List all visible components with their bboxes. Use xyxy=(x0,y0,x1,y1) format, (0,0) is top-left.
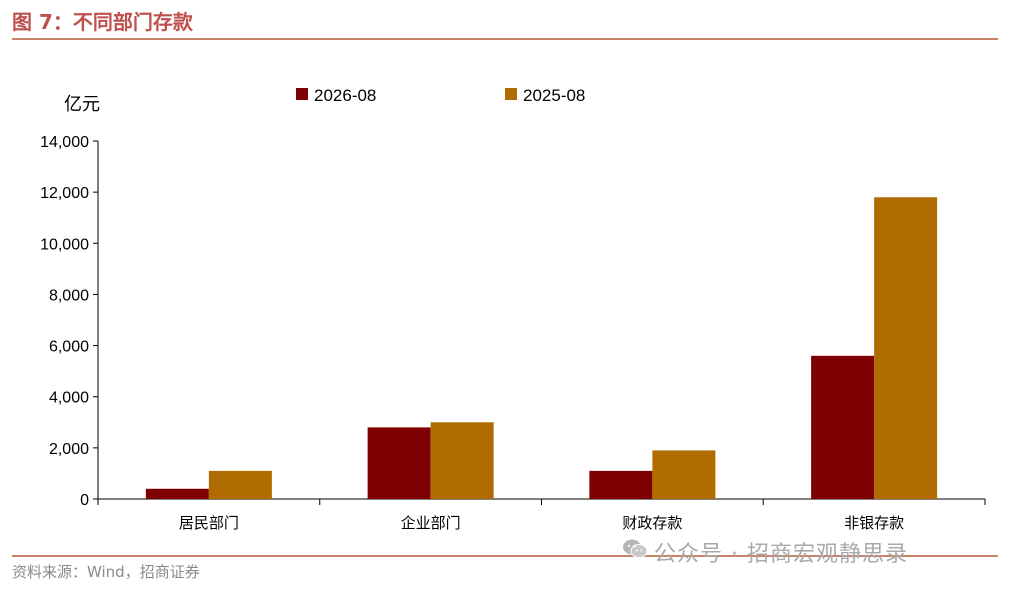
x-tick-label: 财政存款 xyxy=(622,514,682,532)
y-tick-label: 6,000 xyxy=(49,339,89,356)
x-tick-label: 居民部门 xyxy=(179,514,239,532)
y-tick-label: 2,000 xyxy=(49,441,89,458)
y-tick-label: 14,000 xyxy=(40,134,89,151)
x-tick-label: 企业部门 xyxy=(401,514,461,532)
bar-series2 xyxy=(208,470,272,499)
y-tick-label: 0 xyxy=(80,492,89,509)
footer-divider xyxy=(12,555,998,557)
bar-series1 xyxy=(589,470,653,499)
title-divider xyxy=(12,38,998,40)
legend-swatch xyxy=(505,88,517,100)
watermark-text: 公众号 · 招商宏观静思录 xyxy=(654,542,908,567)
y-tick-label: 12,000 xyxy=(40,185,89,202)
legend-swatch xyxy=(296,88,308,100)
y-tick-label: 8,000 xyxy=(49,287,89,304)
legend-label: 2026-08 xyxy=(314,86,376,105)
wechat-icon xyxy=(622,538,648,566)
y-axis-unit-label: 亿元 xyxy=(64,94,100,115)
legend-label: 2025-08 xyxy=(523,86,585,105)
y-tick-label: 10,000 xyxy=(40,236,89,253)
source-note: 资料来源：Wind，招商证券 xyxy=(12,563,200,581)
figure-title: 图 7：不同部门存款 xyxy=(12,10,193,34)
bar-series2 xyxy=(652,450,716,499)
watermark: 公众号 · 招商宏观静思录 xyxy=(622,536,908,568)
bar-series2 xyxy=(430,422,494,499)
x-tick-label: 非银存款 xyxy=(844,514,904,532)
y-tick-label: 4,000 xyxy=(49,390,89,407)
bar-series1 xyxy=(145,488,209,499)
bar-series2 xyxy=(874,197,938,499)
bar-series1 xyxy=(367,427,431,499)
bar-series1 xyxy=(811,355,875,499)
